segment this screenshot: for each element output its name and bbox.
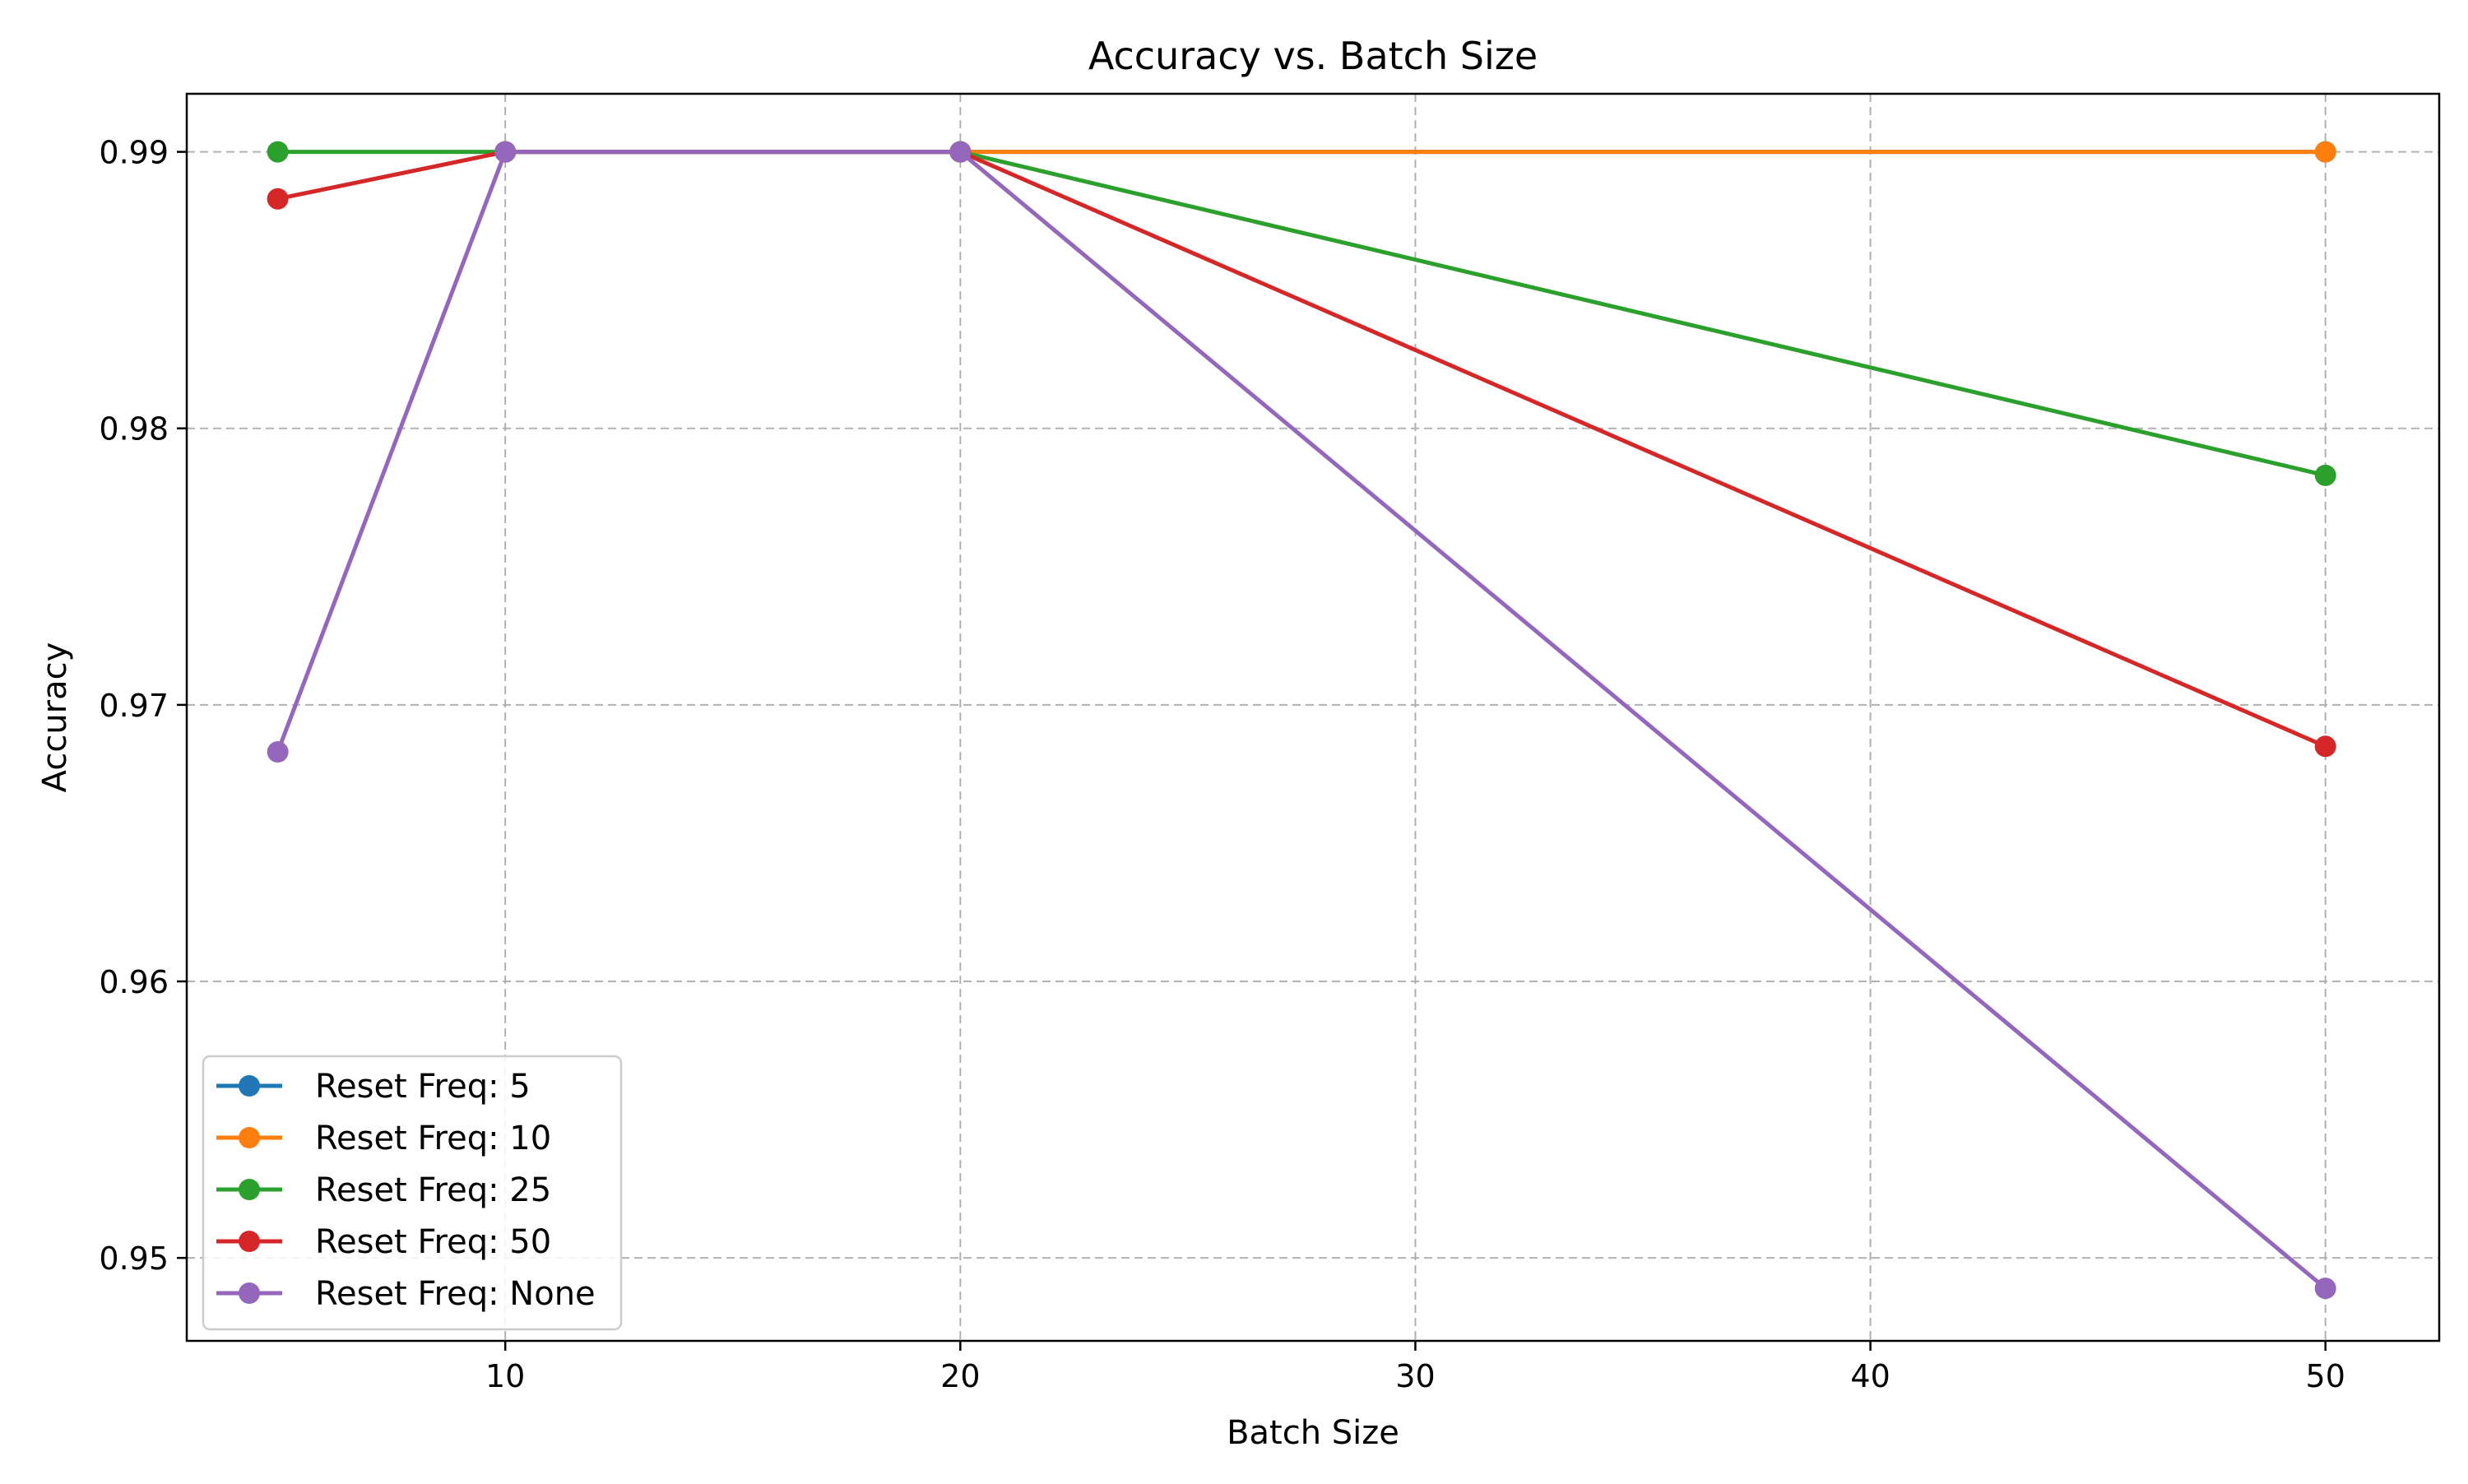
x-axis: 10 20 30 40 50 bbox=[485, 1341, 2345, 1394]
legend-box bbox=[202, 1055, 623, 1331]
plot-frame bbox=[185, 92, 2441, 1343]
legend: Reset Freq: 5 Reset Freq: 10 Reset Freq: 2… bbox=[202, 1055, 623, 1331]
y-axis: 0.95 0.96 0.97 0.98 0.99 bbox=[99, 135, 187, 1277]
data-point bbox=[267, 188, 289, 210]
legend-label: Reset Freq: 50 bbox=[315, 1223, 551, 1261]
series-line bbox=[277, 150, 2327, 478]
series-layer bbox=[267, 141, 2336, 1300]
x-tick-label: 20 bbox=[940, 1358, 980, 1394]
legend-marker bbox=[239, 1179, 260, 1200]
legend-marker bbox=[239, 1231, 260, 1252]
y-tick-label: 0.96 bbox=[99, 964, 169, 1000]
data-point bbox=[494, 141, 517, 163]
legend-marker bbox=[239, 1282, 260, 1304]
x-tick-label: 30 bbox=[1395, 1358, 1435, 1394]
data-point bbox=[2314, 735, 2336, 758]
data-point bbox=[2314, 464, 2336, 486]
legend-label: Reset Freq: None bbox=[315, 1275, 596, 1313]
series-group bbox=[267, 141, 2336, 1300]
x-tick-label: 40 bbox=[1850, 1358, 1890, 1394]
data-point bbox=[949, 141, 972, 163]
legend-label: Reset Freq: 5 bbox=[315, 1068, 531, 1106]
data-point bbox=[267, 141, 289, 163]
legend-marker bbox=[239, 1075, 260, 1097]
data-point bbox=[2314, 141, 2336, 163]
y-tick-label: 0.97 bbox=[99, 688, 169, 724]
y-tick-label: 0.95 bbox=[99, 1241, 169, 1277]
y-tick-label: 0.99 bbox=[99, 135, 169, 171]
chart-title: Accuracy vs. Batch Size bbox=[1088, 34, 1538, 78]
y-axis-label: Accuracy bbox=[36, 642, 74, 793]
legend-marker bbox=[239, 1127, 260, 1148]
x-tick-label: 10 bbox=[485, 1358, 525, 1394]
data-point bbox=[267, 741, 289, 763]
series-line bbox=[277, 150, 2327, 749]
x-axis-label: Batch Size bbox=[1227, 1414, 1399, 1452]
legend-label: Reset Freq: 10 bbox=[315, 1120, 551, 1157]
data-point bbox=[2314, 1278, 2336, 1300]
legend-label: Reset Freq: 25 bbox=[315, 1171, 551, 1209]
x-tick-label: 50 bbox=[2306, 1358, 2345, 1394]
y-tick-label: 0.98 bbox=[99, 411, 169, 448]
series-line bbox=[276, 150, 2327, 1291]
